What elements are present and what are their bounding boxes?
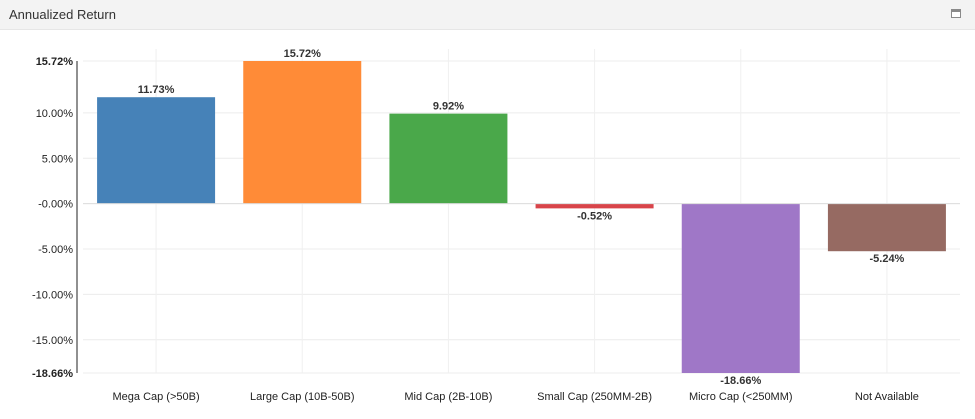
bar-5 xyxy=(681,203,800,373)
bar-1 xyxy=(97,97,216,204)
category-label: Micro Cap (<250MM) xyxy=(689,391,793,403)
value-label: -18.66% xyxy=(720,375,761,387)
y-tick-label: -18.66% xyxy=(32,368,73,380)
y-tick-label: 15.72% xyxy=(36,56,74,68)
category-label: Mega Cap (>50B) xyxy=(113,391,200,403)
y-tick-label: -10.00% xyxy=(32,289,73,301)
value-label: 9.92% xyxy=(433,101,464,113)
panel-title: Annualized Return xyxy=(9,7,116,22)
value-label: 11.73% xyxy=(138,84,175,96)
y-tick-label: -15.00% xyxy=(32,335,73,347)
bar-3 xyxy=(389,113,508,204)
y-tick-label: 10.00% xyxy=(36,108,74,120)
bar-4 xyxy=(535,203,654,209)
category-label: Small Cap (250MM-2B) xyxy=(537,391,652,403)
panel-header: Annualized Return xyxy=(0,0,975,30)
bar-2 xyxy=(243,61,362,204)
category-label: Not Available xyxy=(855,391,919,403)
y-tick-label: 5.00% xyxy=(42,153,73,165)
category-label: Mid Cap (2B-10B) xyxy=(404,391,492,403)
value-label: -0.52% xyxy=(577,210,612,222)
bar-6 xyxy=(827,203,946,252)
y-tick-label: -0.00% xyxy=(38,199,73,211)
window-maximize-icon[interactable] xyxy=(951,9,961,18)
y-tick-label: -5.00% xyxy=(38,244,73,256)
value-label: 15.72% xyxy=(284,48,322,60)
category-label: Large Cap (10B-50B) xyxy=(250,391,355,403)
value-label: -5.24% xyxy=(869,253,904,265)
